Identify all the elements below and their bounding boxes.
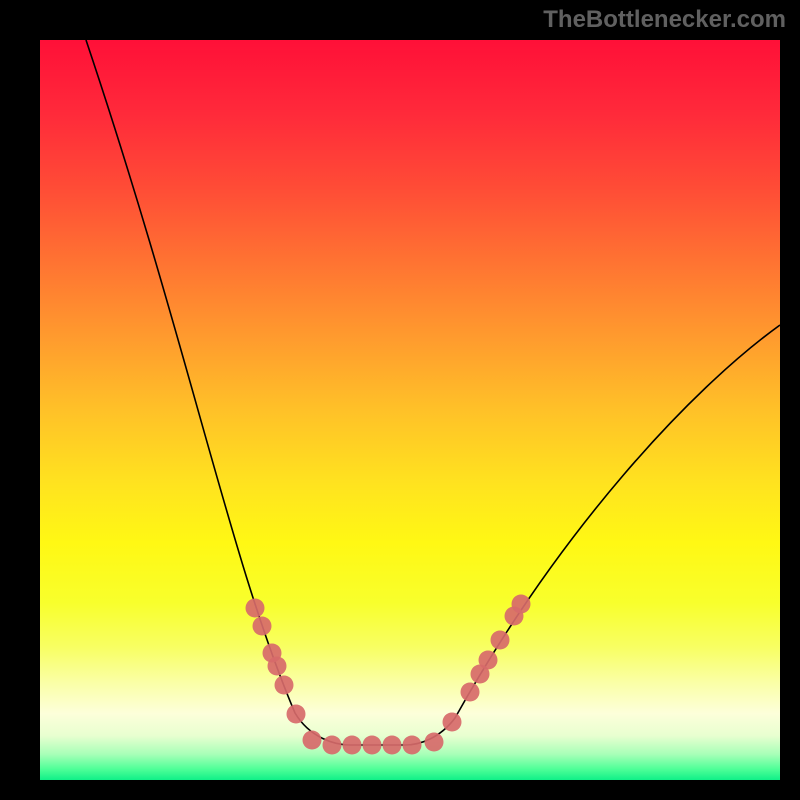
data-marker [383,736,402,755]
data-marker [461,683,480,702]
data-marker [479,651,498,670]
data-marker [323,736,342,755]
watermark-text: TheBottlenecker.com [543,6,786,34]
data-marker [246,599,265,618]
data-marker [287,705,306,724]
data-marker [443,713,462,732]
data-marker [363,736,382,755]
data-marker [303,731,322,750]
data-marker [253,617,272,636]
chart-svg [0,0,800,800]
data-marker [268,657,287,676]
data-marker [512,595,531,614]
data-marker [403,736,422,755]
data-marker [425,733,444,752]
data-marker [343,736,362,755]
data-marker [275,676,294,695]
v-curve [86,40,780,745]
data-marker [491,631,510,650]
